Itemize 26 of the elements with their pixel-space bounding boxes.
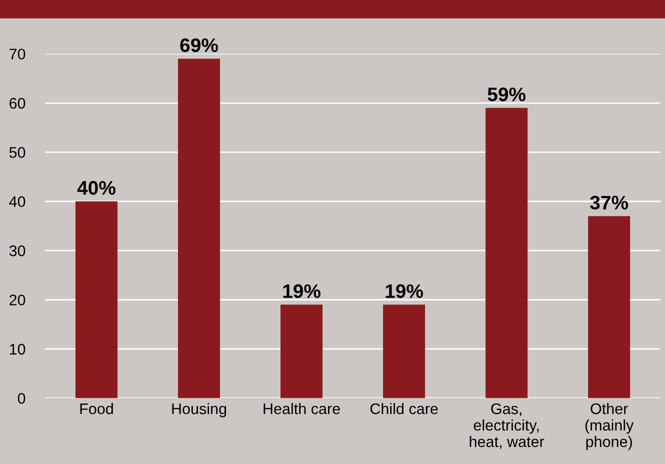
x-tick-label: Gas, electricity, heat, water — [470, 403, 544, 449]
data-label: 37% — [590, 196, 628, 210]
y-tick-label: 10 — [10, 344, 26, 355]
y-tick-label: 70 — [10, 48, 26, 60]
bar — [178, 58, 220, 398]
y-tick-label: 0 — [18, 392, 26, 404]
data-label: 19% — [386, 284, 423, 298]
y-tick-label: 30 — [9, 245, 26, 256]
bar — [383, 304, 426, 398]
bar — [486, 108, 528, 398]
bar — [588, 216, 630, 398]
x-tick-label: Health care — [264, 402, 340, 414]
bar — [75, 201, 118, 398]
y-tick-label: 20 — [10, 294, 26, 306]
data-label: 40% — [77, 180, 116, 195]
x-tick-label: Other (mainly phone) — [585, 402, 634, 450]
x-tick-label: Child care — [370, 402, 438, 414]
x-tick-label: Food — [80, 402, 113, 414]
y-tick-label: 40 — [9, 196, 26, 208]
data-label: 19% — [283, 284, 320, 298]
data-label: 69% — [180, 38, 218, 52]
bar — [280, 304, 323, 398]
y-tick-label: 60 — [10, 98, 26, 109]
data-label: 59% — [488, 88, 526, 102]
x-tick-label: Housing — [172, 402, 226, 418]
y-tick-label: 50 — [9, 147, 26, 158]
